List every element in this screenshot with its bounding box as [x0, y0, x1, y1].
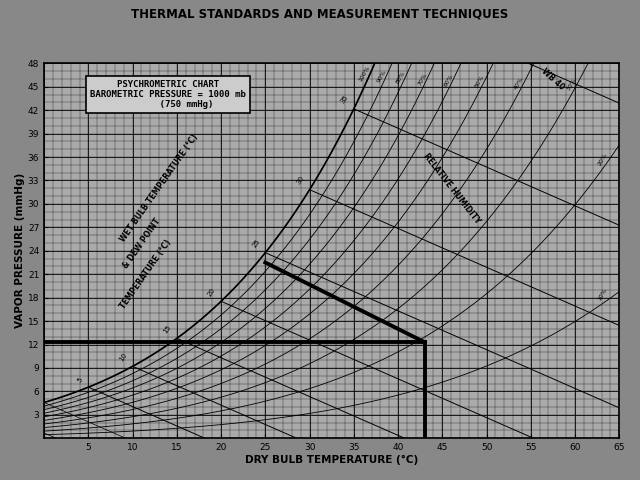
Text: 90%: 90%: [376, 70, 387, 84]
Text: 80%: 80%: [395, 71, 406, 85]
Text: 30%: 30%: [566, 77, 577, 92]
Text: 30: 30: [295, 175, 305, 186]
Text: 5: 5: [77, 376, 84, 383]
Text: 10: 10: [118, 352, 128, 362]
Text: 25: 25: [251, 238, 261, 249]
Text: & DEW POINT: & DEW POINT: [121, 216, 162, 270]
Text: 35: 35: [339, 94, 349, 105]
Text: 20: 20: [207, 287, 217, 298]
Text: WB 40: WB 40: [540, 66, 566, 91]
Text: THERMAL STANDARDS AND MEASUREMENT TECHNIQUES: THERMAL STANDARDS AND MEASUREMENT TECHNI…: [131, 7, 509, 20]
X-axis label: DRY BULB TEMPERATURE (°C): DRY BULB TEMPERATURE (°C): [245, 455, 419, 465]
Text: 70%: 70%: [417, 72, 428, 86]
Text: 40%: 40%: [513, 76, 524, 90]
Text: 20%: 20%: [596, 153, 608, 167]
Text: 60%: 60%: [443, 72, 454, 87]
Y-axis label: VAPOR PRESSURE (mmHg): VAPOR PRESSURE (mmHg): [15, 173, 25, 328]
Text: 10%: 10%: [596, 287, 608, 301]
Text: 100%: 100%: [358, 65, 371, 83]
Text: PSYCHROMETRIC CHART
BAROMETRIC PRESSURE = 1000 mb
       (750 mmHg): PSYCHROMETRIC CHART BAROMETRIC PRESSURE …: [90, 80, 246, 109]
Text: WET BULB TEMPERATURE (°C): WET BULB TEMPERATURE (°C): [118, 133, 200, 244]
Text: 15: 15: [163, 324, 172, 335]
Text: TEMPERATURE (°C): TEMPERATURE (°C): [118, 238, 173, 311]
Text: 50%: 50%: [474, 74, 485, 88]
Text: RELATIVE HUMIDITY: RELATIVE HUMIDITY: [421, 151, 481, 225]
